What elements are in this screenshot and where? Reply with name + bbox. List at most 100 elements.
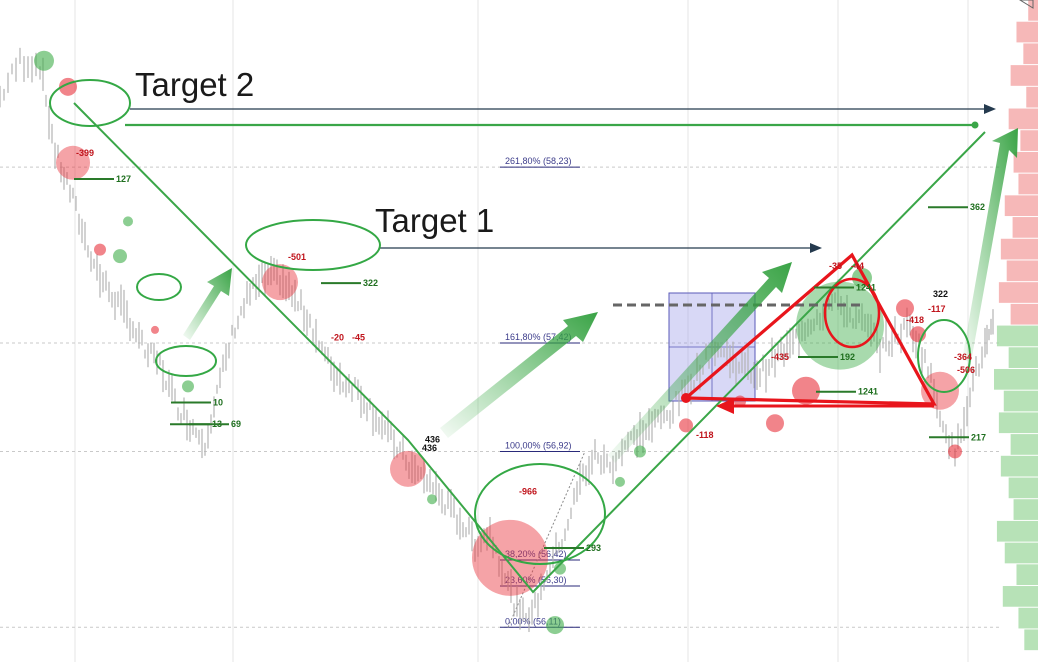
order-label: 322 [363,278,378,288]
order-label: -44 [851,261,864,271]
volume-profile-bar [1006,260,1038,282]
target2-arrowhead [984,104,996,114]
volume-profile-bar [1012,217,1038,238]
fib-level-label: 38,20% (56,42) [505,549,567,559]
annotation-target-1: Target 1 [375,202,494,239]
order-label: 362 [970,202,985,212]
fib-level-label: 100,00% (56,92) [505,440,572,450]
red-triangle [681,252,937,406]
volume-profile-bar [1010,303,1038,325]
volume-profile-bar [994,368,1038,390]
buy-bubble [546,616,564,635]
arrow-fat-1 [183,268,232,340]
sell-bubble [151,325,159,334]
circle-small-a [136,273,182,301]
volume-profile-bar [996,325,1038,347]
order-label: -506 [957,365,975,375]
volume-profile-bar [998,412,1038,434]
fib-level-label: 0,00% (56,11) [505,616,561,626]
order-label: -364 [954,352,972,362]
volume-profile-bar [1008,108,1038,130]
order-label: 127 [116,174,131,184]
volume-profile-bar [1023,43,1038,65]
volume-profile-bar [1013,499,1038,520]
volume-profile-bar [1010,434,1038,455]
projection-zigzag [73,102,986,594]
order-label: 322 [933,289,948,299]
order-label: 69 [231,419,241,429]
annotation-target-2: Target 2 [135,66,254,103]
sell-bubble [766,414,784,433]
order-label: 192 [840,352,855,362]
order-label: -435 [771,352,789,362]
target1-arrowhead [810,243,822,253]
order-label: 10 [213,398,223,408]
volume-profile-bar [1016,564,1038,586]
volume-profile-bar [1003,390,1038,412]
fib-level-label: 23,60% (56,30) [505,575,567,585]
volume-profile-bar [1013,151,1038,173]
order-label: -399 [76,148,94,158]
order-label: 293 [586,543,601,553]
volume-profile-bar [1018,173,1038,195]
volume-profile-bar [1000,455,1038,477]
volume-profile-bar [1020,130,1038,151]
circle-small-b [155,345,217,377]
order-label: -966 [519,487,537,497]
order-label: 436 [422,443,437,453]
sell-bubble [56,145,90,180]
order-label: -117 [928,304,946,314]
chart-corner-icon[interactable] [1019,0,1034,9]
buy-bubble [34,50,54,71]
arrow-fat-2 [440,312,598,438]
fib-level-label: 161,80% (57,42) [505,332,572,342]
red-circle-peak [823,277,881,349]
buy-bubble [113,249,127,264]
volume-profile-bar [1002,586,1038,607]
sell-bubble [94,243,106,256]
buy-bubble [634,445,646,458]
volume-profile-bar [1008,347,1038,368]
buy-bubble [182,380,194,393]
order-label: -501 [288,252,306,262]
arrow-fat-3 [608,262,792,463]
volume-profile-bar [1008,477,1038,499]
arrow-fat-4 [962,128,1018,362]
sell-bubble [262,264,298,301]
order-label: -35 [829,261,842,271]
target2-endpoint [971,121,979,129]
buy-bubble [427,494,437,505]
volume-profile-bar [1026,86,1038,108]
volume-profile-bar [1016,21,1038,43]
sell-bubble [948,444,962,459]
fib-level-label: 261,80% (58,23) [505,156,572,166]
red-arrowhead [716,398,734,414]
circle-bottom [474,463,606,565]
sell-bubble [390,450,426,487]
order-label: 1241 [856,283,876,293]
volume-profile-bar [1000,238,1038,260]
order-label: 436 [425,434,440,444]
order-label: 1241 [858,387,878,397]
buy-bubble [554,562,566,575]
volume-profile-bar [1010,65,1038,86]
circle-target2-origin [49,79,131,127]
circle-target1-origin [245,219,381,271]
buy-bubble [123,216,133,227]
volume-profile-bar [1028,0,1038,21]
order-label: 217 [971,432,986,442]
volume-profile-bar [1004,195,1038,217]
red-triangle-dot [681,393,691,403]
volume-profile-bar [996,520,1038,542]
volume-profile-bar [998,282,1038,303]
volume-profile-bar [1024,629,1038,651]
sell-bubble [679,418,693,433]
volume-profile-bar [1004,542,1038,564]
order-label: -20 [331,332,344,342]
buy-bubble [615,476,625,487]
order-label: -418 [906,315,924,325]
order-label: -45 [352,332,365,342]
order-label: -118 [696,430,714,440]
